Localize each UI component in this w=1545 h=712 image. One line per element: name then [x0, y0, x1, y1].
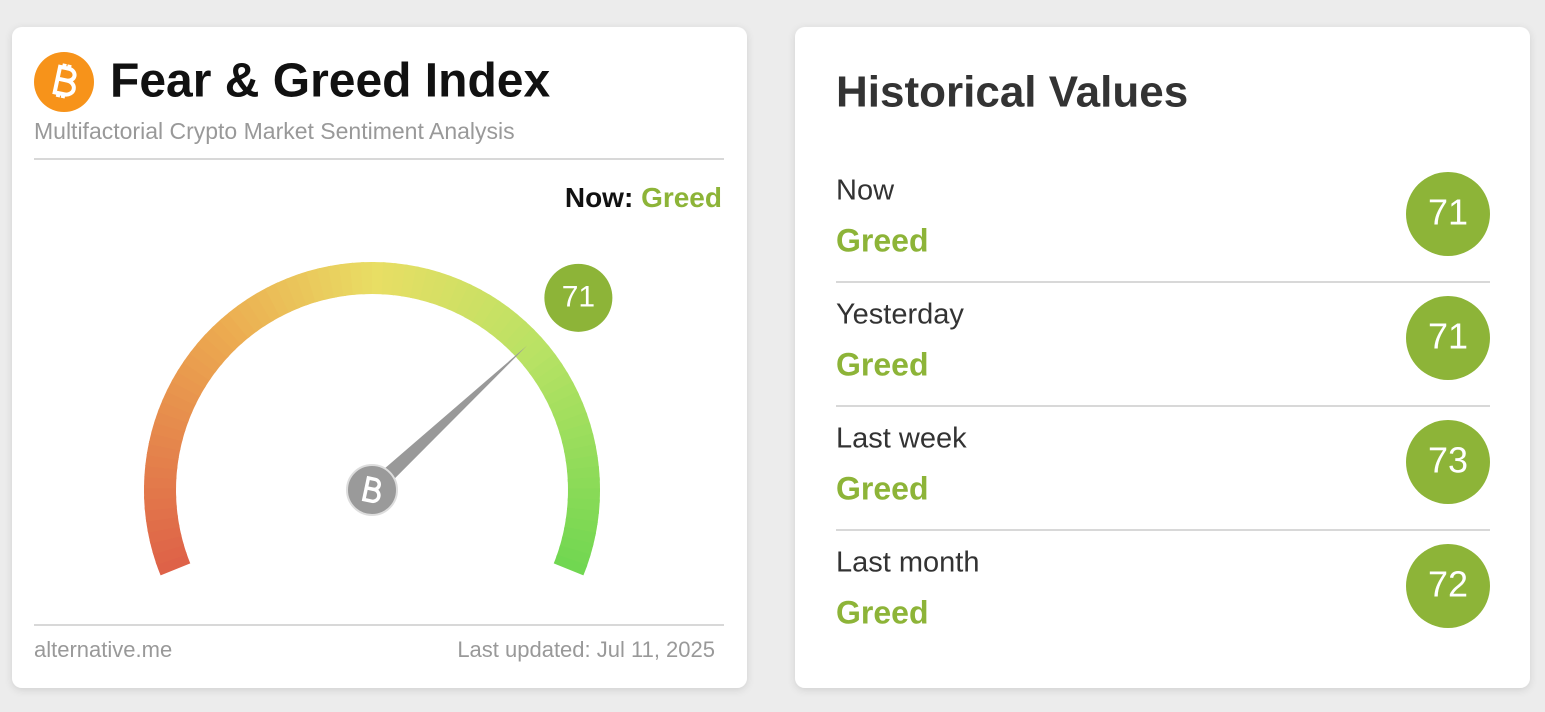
value-label: 71	[1428, 316, 1468, 357]
source: alternative.me	[34, 637, 172, 662]
value-label: 72	[1428, 564, 1468, 605]
period-label: Last month	[836, 547, 979, 579]
period-label: Last week	[836, 423, 967, 455]
now-status: Now: Greed	[565, 182, 722, 213]
value-circle	[1406, 544, 1490, 628]
value-circle	[1406, 296, 1490, 380]
now-label: Now:	[565, 182, 633, 213]
class-label: Greed	[836, 470, 928, 506]
now-class: Greed	[641, 182, 722, 213]
last-updated: Last updated: Jul 11, 2025	[457, 637, 715, 662]
value-label: 71	[562, 281, 595, 314]
hub-logo	[361, 475, 381, 504]
value-label: 73	[1428, 440, 1468, 481]
gauge-card	[12, 27, 747, 688]
bitcoin-logo	[34, 52, 94, 112]
class-label: Greed	[836, 346, 928, 382]
history-title: Historical Values	[836, 68, 1188, 117]
gauge-arc	[553, 554, 588, 576]
needle	[366, 345, 528, 496]
class-label: Greed	[836, 222, 928, 258]
class-label: Greed	[836, 594, 928, 630]
gauge: 71	[144, 262, 613, 576]
value-circle	[1406, 172, 1490, 256]
history-card	[795, 27, 1530, 688]
period-label: Yesterday	[836, 299, 964, 331]
value-circle	[1406, 420, 1490, 504]
period-label: Now	[836, 175, 895, 207]
card-title: Fear & Greed Index	[110, 55, 550, 108]
value-label: 71	[1428, 192, 1468, 233]
value-bubble	[544, 263, 613, 332]
history-rows: Now Greed 71 Yesterday Greed 71 Last week Greed…	[836, 172, 1490, 630]
card-subtitle: Multifactorial Crypto Market Sentiment A…	[34, 118, 515, 144]
